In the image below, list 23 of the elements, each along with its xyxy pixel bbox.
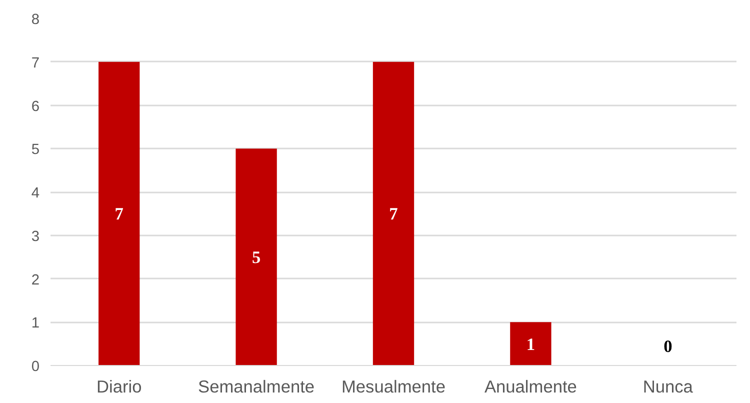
x-tick-label: Diario: [96, 376, 142, 396]
x-tick-label: Semanalmente: [198, 376, 315, 396]
data-label: 5: [252, 248, 261, 268]
x-tick-label: Mesualmente: [341, 376, 446, 396]
y-tick-label: 3: [31, 228, 40, 245]
data-label: 0: [664, 336, 672, 356]
bar: [510, 322, 552, 366]
y-tick-label: 4: [31, 186, 40, 202]
y-tick-label: 5: [31, 142, 40, 158]
y-tick-label: 1: [31, 316, 40, 332]
y-tick-label: 6: [31, 98, 40, 115]
data-label: 1: [526, 334, 536, 354]
x-tick-label: Nunca: [642, 376, 694, 396]
bar: [98, 62, 140, 366]
data-label: 7: [389, 204, 398, 224]
y-tick-label: 8: [31, 12, 40, 28]
data-label: 7: [114, 204, 124, 224]
bar: [236, 148, 277, 366]
bar: [372, 62, 414, 366]
y-tick-label: 0: [31, 359, 40, 375]
y-tick-label: 7: [31, 55, 40, 72]
x-tick-label: Anualmente: [484, 376, 577, 396]
y-tick-label: 2: [31, 272, 40, 288]
